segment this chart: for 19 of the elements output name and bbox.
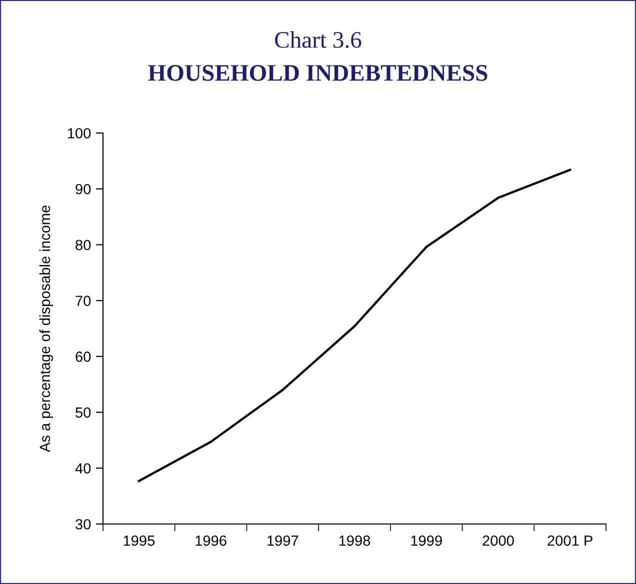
- x-tick-label: 1997: [268, 535, 298, 546]
- y-tick-label: 60: [76, 352, 91, 362]
- x-tick-label: 2000: [482, 535, 514, 546]
- x-tick-label: 1996: [196, 535, 226, 546]
- line-series: [138, 168, 572, 482]
- x-tick-label: 2001 P: [548, 535, 592, 546]
- y-tick-label: 100: [68, 128, 91, 138]
- x-tick-label: 1999: [411, 535, 442, 546]
- y-tick-label: 80: [76, 240, 91, 250]
- y-tick-label: 30: [76, 519, 91, 530]
- x-tick-label: 1998: [339, 535, 370, 546]
- y-axis-title: As a percentage of disposable income: [39, 206, 53, 452]
- chart-title: Chart 3.6: [275, 31, 362, 48]
- y-tick-label: 70: [76, 296, 91, 306]
- chart-subtitle: HOUSEHOLD INDEBTEDNESS: [148, 65, 488, 81]
- y-tick-label: 40: [75, 463, 91, 474]
- y-tick-label: 50: [76, 407, 91, 418]
- x-tick-label: 1995: [124, 535, 155, 546]
- y-tick-label: 90: [76, 184, 91, 194]
